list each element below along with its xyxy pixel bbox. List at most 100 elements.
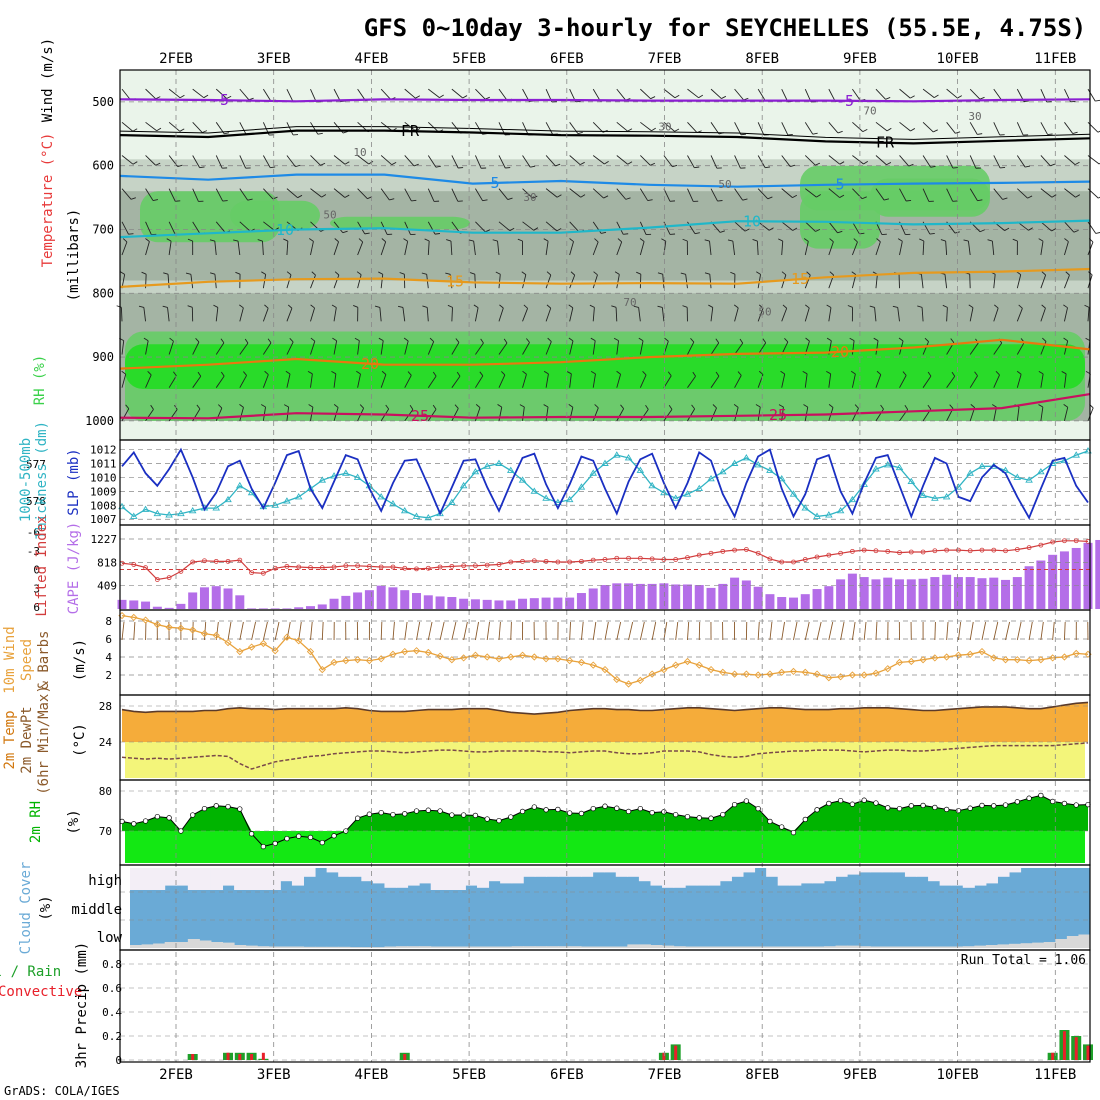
- wind-barb-flag: [482, 199, 488, 202]
- wind-barb: [851, 241, 858, 256]
- wind-barb: [661, 307, 665, 322]
- wind-barb-flag: [495, 271, 501, 275]
- wind-barb: [215, 307, 219, 322]
- cloud-low-bar: [685, 946, 698, 948]
- wind-barb-flag: [863, 161, 869, 165]
- cloud-low-bar: [847, 945, 860, 948]
- precip-convective-bar: [662, 1052, 666, 1060]
- wind-barb-flag: [342, 230, 348, 234]
- rh-point: [837, 797, 844, 804]
- li-point: [131, 562, 137, 567]
- cloud-high-bar: [662, 868, 675, 888]
- wind-barb: [946, 376, 956, 388]
- wind-barb: [404, 155, 415, 167]
- wind-barb: [427, 341, 435, 355]
- cloud-cover-panel: high middle low: [71, 868, 1091, 948]
- cape-bar: [152, 606, 162, 609]
- cloud-low-bar: [1043, 942, 1056, 948]
- wind-barb: [993, 274, 996, 289]
- wind-barb: [852, 188, 863, 200]
- slp-tick-label: 1010: [90, 471, 117, 484]
- wind-barb: [379, 307, 382, 322]
- rh-point: [378, 809, 384, 816]
- wind-barb: [828, 155, 841, 165]
- wind-barb: [687, 341, 695, 355]
- p5-unit: (°C): [72, 723, 88, 757]
- cloud-low-bar: [939, 946, 952, 948]
- wind-barb-flag: [344, 194, 350, 198]
- cloud-high-bar: [384, 868, 397, 888]
- wind-barb-flag: [970, 404, 975, 408]
- wind-barb: [145, 374, 152, 388]
- li-point: [920, 549, 926, 555]
- wind-barb: [569, 155, 581, 166]
- wind-barb-10m: [969, 621, 974, 641]
- wind-barb: [262, 342, 272, 355]
- wind-barb: [852, 221, 860, 235]
- cloud-high-bar: [638, 868, 651, 882]
- wind-barb-10m: [121, 621, 125, 641]
- cloud-low-bar: [592, 946, 605, 948]
- wind-barb: [945, 241, 948, 256]
- cape-bar: [305, 606, 315, 609]
- wind-barb: [569, 340, 574, 355]
- rh-contour-label: 70: [863, 105, 876, 118]
- wind-speed-point: [931, 654, 939, 662]
- wind-speed-point: [247, 643, 256, 651]
- wind-barb-flag: [179, 128, 185, 132]
- cloud-high-bar: [881, 868, 894, 873]
- cape-bar: [1059, 551, 1069, 609]
- cape-bar: [459, 598, 469, 609]
- wind-barb: [310, 122, 319, 135]
- rh-point: [531, 804, 537, 810]
- wind-barb-flag: [517, 238, 523, 242]
- wind-barb: [522, 221, 534, 231]
- wind-barb-flag: [1073, 229, 1079, 233]
- wind-barb-flag: [829, 238, 834, 243]
- wind-barb-flag: [177, 164, 183, 168]
- wind-barb: [616, 374, 622, 388]
- wind-barb: [639, 374, 647, 388]
- wind-barb: [1063, 373, 1067, 388]
- wind-barb: [404, 221, 411, 235]
- wind-barb-flag: [446, 239, 452, 242]
- slp-tick-label: 1008: [90, 499, 117, 512]
- wind-barb: [121, 340, 125, 355]
- li-point: [190, 559, 196, 565]
- wind-barb-flag: [284, 404, 289, 408]
- wind-barb-flag: [661, 238, 666, 242]
- cloud-high-bar: [268, 868, 281, 890]
- wind-barb: [993, 155, 1001, 169]
- wind-barb: [922, 341, 929, 355]
- rh-point: [802, 816, 808, 823]
- p4-label-a: 10m Wind: [2, 626, 18, 693]
- wind-barb: [333, 274, 340, 289]
- p8-label-a: Total / Rain: [0, 964, 61, 980]
- wind-barb: [662, 274, 665, 289]
- wind-barb: [781, 373, 786, 388]
- wind-speed-point: [742, 670, 751, 678]
- cloud-low-bar: [1066, 936, 1079, 948]
- wind-barb-flag: [185, 272, 191, 275]
- cape-bar: [565, 597, 575, 609]
- wind-barb-flag: [851, 271, 857, 275]
- wind-barb: [286, 155, 296, 167]
- wind-barb-flag: [784, 337, 789, 343]
- cloud-low-bar: [777, 946, 790, 948]
- li-point: [319, 565, 325, 571]
- rh-contour-label: 50: [758, 306, 771, 319]
- p4-unit: (m/s): [72, 639, 88, 681]
- cape-li-panel: -6 -3 0 3 6 409 818 1227: [27, 526, 1100, 614]
- cloud-low-bar: [569, 946, 582, 948]
- wind-barb-flag: [733, 304, 739, 309]
- wind-barb: [969, 375, 978, 388]
- thickness-point: [719, 467, 727, 475]
- cape-bar: [647, 583, 657, 609]
- wind-barb: [920, 274, 924, 289]
- wind-barb-flag: [429, 337, 434, 342]
- wind-barb-flag: [1004, 227, 1010, 232]
- wind-barb: [1040, 221, 1052, 232]
- wind-barb: [616, 340, 619, 355]
- slp-tick-label: 1007: [90, 513, 117, 526]
- wind-speed-point: [813, 670, 821, 678]
